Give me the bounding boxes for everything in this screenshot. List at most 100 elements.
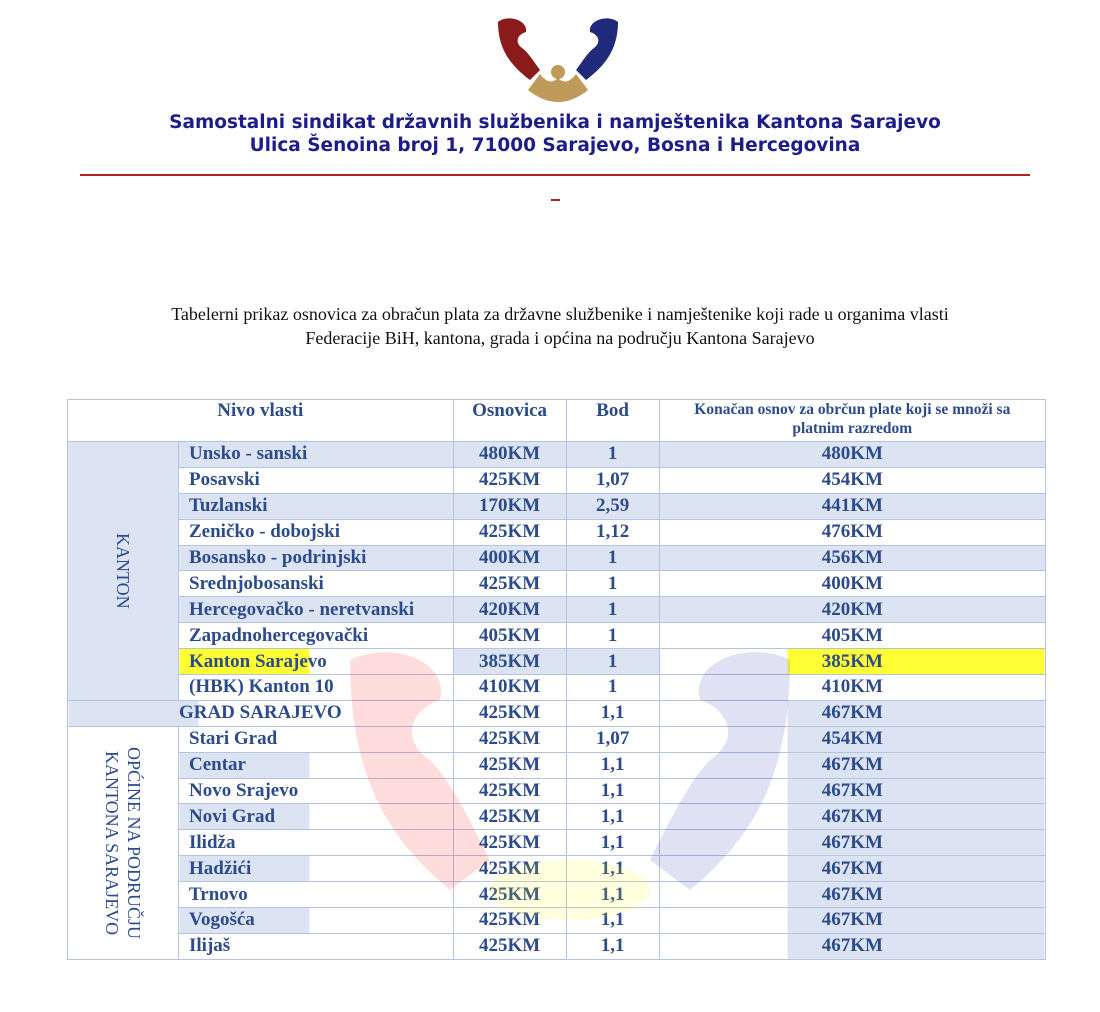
konacan-value: 476KM [658,518,1047,546]
divider-dash [551,199,560,201]
osnovica-value: 425KM [452,466,567,494]
bod-value: 1,1 [565,803,660,831]
osnovica-value: 425KM [452,829,567,857]
osnovica-value: 405KM [452,622,567,650]
konacan-value: 467KM [658,777,1047,805]
osnovica-value: 425KM [452,881,567,909]
osnovica-value: 480KM [452,441,567,468]
level-name: Ilijaš [178,932,454,960]
union-logo [498,18,618,102]
osnovica-value: 410KM [452,674,567,701]
table-row: (HBK) Kanton 10 410KM 1 410KM [68,674,1047,701]
table-row: Srednjobosanski 425KM 1 400KM [68,570,1047,598]
table-row: Novi Grad 425KM 1,1 467KM [68,803,1047,831]
konacan-value: 467KM [658,932,1047,960]
konacan-value: 420KM [658,596,1047,624]
table-row: Trnovo 425KM 1,1 467KM [68,881,1047,909]
level-name: Vogošća [178,907,454,934]
level-name: Novo Srajevo [178,777,454,805]
bod-value: 2,59 [565,492,660,520]
level-name: Stari Grad [178,725,454,753]
osnovica-value: 425KM [452,777,567,805]
level-name: Centar [178,751,454,779]
osnovica-value: 425KM [452,855,567,883]
table-row: Tuzlanski 170KM 2,59 441KM [68,492,1047,520]
divider [80,174,1030,176]
bod-value: 1,1 [565,829,660,857]
level-name: Hercegovačko - neretvanski [178,596,454,624]
bod-value: 1,1 [565,699,660,727]
level-name: Unsko - sanski [178,441,454,468]
intro-line-1: Tabelerni prikaz osnovica za obračun pla… [171,304,949,324]
table-row: Posavski 425KM 1,07 454KM [68,466,1047,494]
bod-value: 1,1 [565,907,660,934]
intro-text: Tabelerni prikaz osnovica za obračun pla… [60,302,1060,350]
header-osnovica: Osnovica [452,399,567,442]
konacan-value: 454KM [658,466,1047,494]
level-name: Posavski [178,466,454,494]
level-name: Trnovo [178,881,454,909]
bod-value: 1 [565,622,660,650]
osnovica-value: 425KM [452,725,567,753]
org-address: Ulica Šenoina broj 1, 71000 Sarajevo, Bo… [249,135,861,156]
group-grad-sarajevo: GRAD SARAJEVO [67,699,454,727]
table-row-grad: GRAD SARAJEVO 425KM 1,1 467KM [67,699,1047,727]
bod-value: 1,12 [565,518,660,546]
bod-value: 1 [565,674,660,701]
level-name: Ilidža [178,829,454,857]
level-name: Hadžići [178,855,454,883]
osnovica-value: 425KM [452,570,567,598]
table-row: Hercegovačko - neretvanski 420KM 1 420KM [68,596,1047,624]
bod-value: 1,07 [565,466,660,494]
level-name: Zapadnohercegovački [178,622,454,650]
level-name: Srednjobosanski [178,570,454,598]
konacan-value: 441KM [658,492,1047,520]
table-row: Zeničko - dobojski 425KM 1,12 476KM [68,518,1047,546]
osnovica-value: 425KM [452,932,567,960]
konacan-value: 467KM [658,855,1047,883]
konacan-value: 467KM [658,829,1047,857]
konacan-value: 467KM [658,803,1047,831]
table-row: Vogošća 425KM 1,1 467KM [68,907,1047,934]
konacan-value: 480KM [658,441,1047,468]
table-row: Bosansko - podrinjski 400KM 1 456KM [68,544,1047,572]
level-name: Kanton Sarajevo [178,648,454,676]
konacan-value: 467KM [658,699,1047,727]
header-nivo-vlasti: Nivo vlasti [67,399,454,442]
bod-value: 1 [565,648,660,676]
konacan-value: 454KM [658,725,1047,753]
bod-value: 1 [565,570,660,598]
bod-value: 1,1 [565,855,660,883]
konacan-value: 467KM [658,881,1047,909]
bod-value: 1 [565,441,660,468]
level-name: Novi Grad [178,803,454,831]
level-name: Tuzlanski [178,492,454,520]
table-row: Novo Srajevo 425KM 1,1 467KM [68,777,1047,805]
salary-base-table: Nivo vlasti Osnovica Bod Konačan osnov z… [67,399,1047,960]
bod-value: 1,1 [565,777,660,805]
table-row: Centar 425KM 1,1 467KM [68,751,1047,779]
intro-line-2: Federacije BiH, kantona, grada i općina … [305,328,815,348]
level-name: (HBK) Kanton 10 [178,674,454,701]
konacan-value: 467KM [658,751,1047,779]
table-row: Kanton Sarajevo 385KM 1 385KM [68,648,1047,676]
table-row: Ilidža 425KM 1,1 467KM [68,829,1047,857]
osnovica-value: 425KM [452,751,567,779]
table-row: Zapadnohercegovački 405KM 1 405KM [68,622,1047,650]
bod-value: 1 [565,596,660,624]
level-name: Bosansko - podrinjski [178,544,454,572]
osnovica-value: 425KM [452,907,567,934]
konacan-value: 400KM [658,570,1047,598]
osnovica-value: 425KM [452,803,567,831]
header-bod: Bod [565,399,660,442]
bod-value: 1,1 [565,932,660,960]
bod-value: 1,1 [565,751,660,779]
konacan-value: 405KM [658,622,1047,650]
konacan-value: 385KM [658,648,1047,676]
osnovica-value: 400KM [452,544,567,572]
osnovica-value: 170KM [452,492,567,520]
table-header-row: Nivo vlasti Osnovica Bod Konačan osnov z… [67,399,1047,442]
bod-value: 1,07 [565,725,660,753]
bod-value: 1,1 [565,881,660,909]
table-row: Ilijaš 425KM 1,1 467KM [68,932,1047,960]
